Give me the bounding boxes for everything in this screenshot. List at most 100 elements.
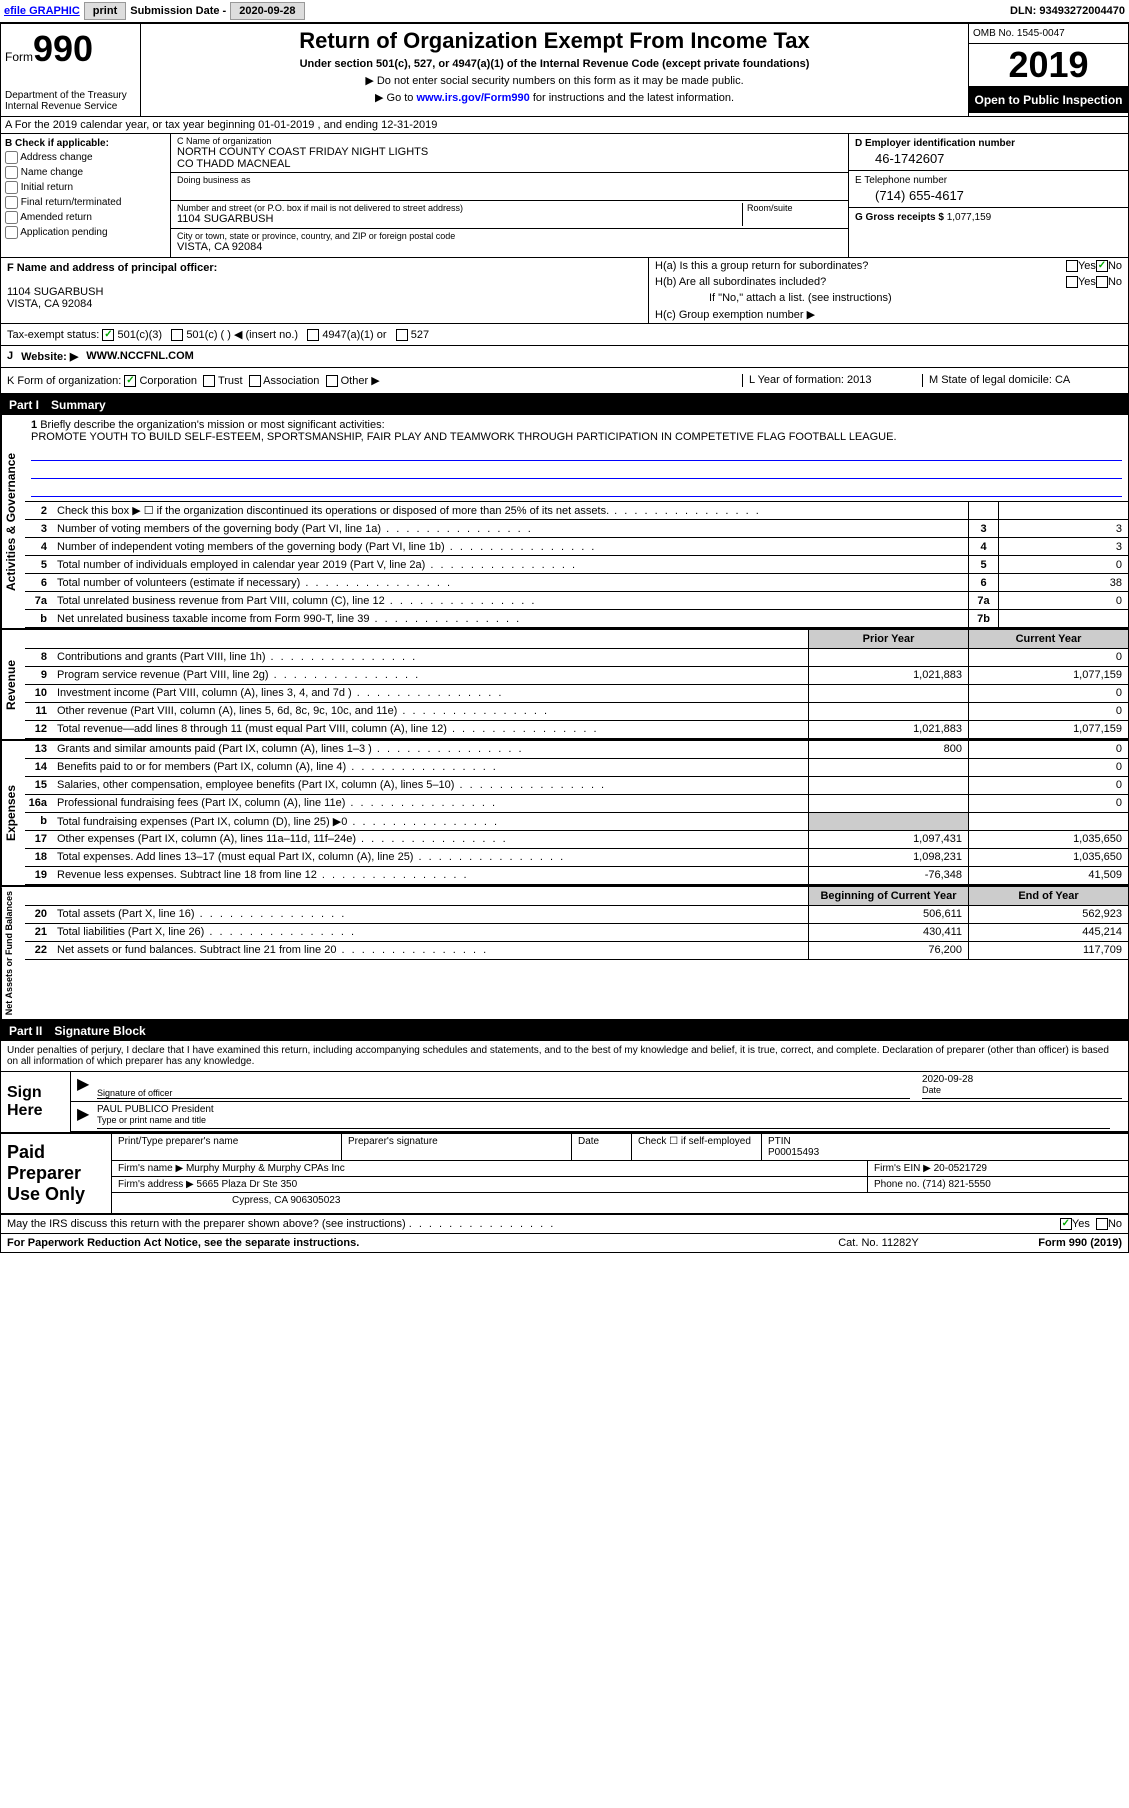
summary-line: 14Benefits paid to or for members (Part … <box>25 759 1128 777</box>
chk-name-change[interactable]: Name change <box>5 166 166 179</box>
ha-yes[interactable] <box>1066 260 1078 272</box>
org-name: NORTH COUNTY COAST FRIDAY NIGHT LIGHTS C… <box>177 146 842 170</box>
chk-assoc[interactable] <box>249 375 261 387</box>
discuss-yes[interactable] <box>1060 1218 1072 1230</box>
ein-label: D Employer identification number <box>855 138 1122 149</box>
summary-line: 12Total revenue—add lines 8 through 11 (… <box>25 721 1128 739</box>
chk-address-change[interactable]: Address change <box>5 151 166 164</box>
form-990-page: Form990 Department of the Treasury Inter… <box>0 23 1129 1253</box>
dba-label: Doing business as <box>177 175 842 185</box>
discuss-no[interactable] <box>1096 1218 1108 1230</box>
website-value: WWW.NCCFNL.COM <box>86 350 194 363</box>
gross-receipts-value: 1,077,159 <box>947 212 992 223</box>
hb-label: H(b) Are all subordinates included? <box>655 276 1066 288</box>
phone-value: (714) 655-4617 <box>855 188 1122 203</box>
c-name-label: C Name of organization <box>177 136 842 146</box>
mission-text: PROMOTE YOUTH TO BUILD SELF-ESTEEM, SPOR… <box>31 431 897 443</box>
mission-block: 1 Briefly describe the organization's mi… <box>25 415 1128 502</box>
prior-current-header: Prior Year Current Year <box>25 630 1128 649</box>
m-label: M State of legal domicile: <box>929 374 1055 386</box>
chk-corp[interactable] <box>124 375 136 387</box>
row-a-period: A For the 2019 calendar year, or tax yea… <box>1 117 1128 134</box>
website-row: J Website: ▶ WWW.NCCFNL.COM <box>1 346 1128 368</box>
summary-line: 21Total liabilities (Part X, line 26)430… <box>25 924 1128 942</box>
form-title: Return of Organization Exempt From Incom… <box>149 28 960 54</box>
officer-addr2: VISTA, CA 92084 <box>7 298 642 310</box>
hc-label: H(c) Group exemption number ▶ <box>649 306 1128 323</box>
city-state-zip: VISTA, CA 92084 <box>177 241 842 253</box>
firm-phone-label: Phone no. <box>874 1179 922 1190</box>
officer-name: PAUL PUBLICO President <box>97 1104 1110 1115</box>
section-f: F Name and address of principal officer:… <box>1 258 648 323</box>
chk-4947[interactable] <box>307 329 319 341</box>
print-button[interactable]: print <box>84 2 126 20</box>
summary-line: bTotal fundraising expenses (Part IX, co… <box>25 813 1128 831</box>
sig-officer-label: Signature of officer <box>97 1088 910 1098</box>
ha-no[interactable] <box>1096 260 1108 272</box>
officer-addr1: 1104 SUGARBUSH <box>7 286 642 298</box>
paid-preparer-label: Paid Preparer Use Only <box>1 1134 111 1213</box>
irs-link[interactable]: www.irs.gov/Form990 <box>416 92 529 104</box>
firm-ein: 20-0521729 <box>934 1163 987 1174</box>
form-subtitle: Under section 501(c), 527, or 4947(a)(1)… <box>149 58 960 70</box>
summary-line: 4Number of independent voting members of… <box>25 538 1128 556</box>
sign-here-block: Sign Here ▶ Signature of officer 2020-09… <box>1 1072 1128 1132</box>
section-d-e-g: D Employer identification number 46-1742… <box>848 134 1128 257</box>
begin-end-header: Beginning of Current Year End of Year <box>25 887 1128 906</box>
instr-1: ▶ Do not enter social security numbers o… <box>149 74 960 87</box>
chk-501c3[interactable] <box>102 329 114 341</box>
tax-status-label: Tax-exempt status: <box>7 329 99 341</box>
hb-no[interactable] <box>1096 276 1108 288</box>
instr-2: ▶ Go to www.irs.gov/Form990 for instruct… <box>149 91 960 104</box>
open-public-badge: Open to Public Inspection <box>969 87 1128 113</box>
firm-city: Cypress, CA 906305023 <box>112 1193 1128 1208</box>
gross-receipts-label: G Gross receipts $ <box>855 212 947 223</box>
efile-link[interactable]: efile GRAPHIC <box>4 5 80 17</box>
subdate-button[interactable]: 2020-09-28 <box>230 2 304 20</box>
chk-amended[interactable]: Amended return <box>5 211 166 224</box>
k-row: K Form of organization: Corporation Trus… <box>1 368 1128 395</box>
year-formation: 2013 <box>847 374 871 386</box>
summary-line: bNet unrelated business taxable income f… <box>25 610 1128 628</box>
summary-line: 18Total expenses. Add lines 13–17 (must … <box>25 849 1128 867</box>
room-label: Room/suite <box>747 203 842 213</box>
summary-line: 22Net assets or fund balances. Subtract … <box>25 942 1128 960</box>
chk-trust[interactable] <box>203 375 215 387</box>
chk-other[interactable] <box>326 375 338 387</box>
summary-line: 2Check this box ▶ ☐ if the organization … <box>25 502 1128 520</box>
summary-line: 15Salaries, other compensation, employee… <box>25 777 1128 795</box>
signature-declaration: Under penalties of perjury, I declare th… <box>1 1041 1128 1072</box>
part1-header: Part I Summary <box>1 395 1128 415</box>
form-number: 990 <box>33 28 93 69</box>
firm-name-label: Firm's name ▶ <box>118 1163 183 1174</box>
form-header: Form990 Department of the Treasury Inter… <box>1 24 1128 117</box>
chk-527[interactable] <box>396 329 408 341</box>
chk-final-return[interactable]: Final return/terminated <box>5 196 166 209</box>
tax-exempt-status: Tax-exempt status: 501(c)(3) 501(c) ( ) … <box>1 324 1128 346</box>
sign-here-label: Sign Here <box>1 1072 71 1132</box>
self-employed-check[interactable]: Check ☐ if self-employed <box>632 1134 762 1160</box>
k-label: K Form of organization: <box>7 375 121 387</box>
section-c: C Name of organization NORTH COUNTY COAS… <box>171 134 848 257</box>
prep-sig-label: Preparer's signature <box>342 1134 572 1160</box>
chk-501c[interactable] <box>171 329 183 341</box>
street-address: 1104 SUGARBUSH <box>177 213 742 225</box>
firm-addr-label: Firm's address ▶ <box>118 1179 194 1190</box>
paid-preparer-block: Paid Preparer Use Only Print/Type prepar… <box>1 1132 1128 1215</box>
l-label: L Year of formation: <box>749 374 847 386</box>
addr-label: Number and street (or P.O. box if mail i… <box>177 203 742 213</box>
current-year-header: Current Year <box>968 630 1128 648</box>
summary-line: 9Program service revenue (Part VIII, lin… <box>25 667 1128 685</box>
summary-line: 19Revenue less expenses. Subtract line 1… <box>25 867 1128 885</box>
website-label: Website: ▶ <box>21 350 78 363</box>
top-bar: efile GRAPHIC print Submission Date - 20… <box>0 0 1129 23</box>
summary-line: 10Investment income (Part VIII, column (… <box>25 685 1128 703</box>
hb-yes[interactable] <box>1066 276 1078 288</box>
side-revenue: Revenue <box>1 630 25 739</box>
chk-initial-return[interactable]: Initial return <box>5 181 166 194</box>
summary-line: 8Contributions and grants (Part VIII, li… <box>25 649 1128 667</box>
officer-name-label: Type or print name and title <box>97 1115 1110 1125</box>
hb-note: If "No," attach a list. (see instruction… <box>649 290 1128 306</box>
chk-app-pending[interactable]: Application pending <box>5 226 166 239</box>
irs-discuss-text: May the IRS discuss this return with the… <box>7 1218 406 1230</box>
